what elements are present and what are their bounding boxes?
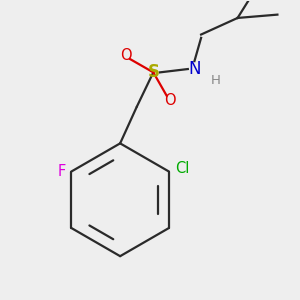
Text: Cl: Cl — [176, 161, 190, 176]
Text: H: H — [211, 74, 220, 88]
Text: S: S — [147, 63, 159, 81]
Text: O: O — [164, 93, 176, 108]
Text: N: N — [188, 60, 201, 78]
Text: O: O — [120, 48, 131, 63]
Text: F: F — [58, 164, 66, 179]
